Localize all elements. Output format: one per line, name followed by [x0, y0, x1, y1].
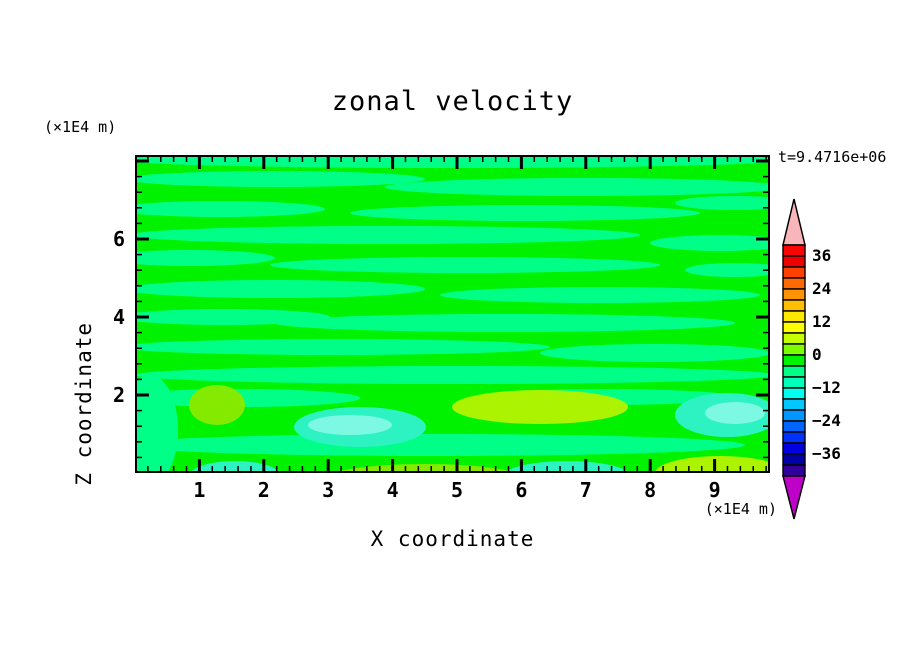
colorbar-under-arrow-icon	[782, 475, 806, 520]
plot-frame	[135, 155, 770, 473]
contour-region	[675, 196, 770, 210]
colorbar-cell	[782, 332, 806, 345]
colorbar-cell	[782, 310, 806, 323]
colorbar-tick-label: 24	[812, 279, 832, 298]
colorbar-cell	[782, 464, 806, 477]
time-annotation: t=9.4716e+06	[778, 148, 887, 166]
colorbar-cell	[782, 376, 806, 389]
colorbar-tick-label: 12	[812, 312, 832, 331]
contour-region	[275, 314, 735, 332]
colorbar-cell	[782, 365, 806, 378]
contour-region	[135, 366, 770, 384]
colorbar-cell	[782, 431, 806, 444]
colorbar-cell	[782, 387, 806, 400]
y-tick-label: 6	[112, 227, 125, 251]
colorbar-over-arrow-icon	[782, 198, 806, 246]
colorbar-cell	[782, 453, 806, 466]
contour-region	[135, 250, 275, 266]
colorbar	[782, 198, 806, 520]
x-tick-label: 1	[193, 478, 206, 502]
colorbar-cell	[782, 288, 806, 301]
contour-region	[655, 456, 770, 473]
contour-region	[189, 385, 245, 425]
colorbar-cell	[782, 354, 806, 367]
plot-title: zonal velocity	[331, 86, 574, 117]
colorbar-tick-label: −24	[812, 411, 841, 430]
x-axis-label: X coordinate	[370, 527, 535, 551]
colorbar-tick-label: 0	[812, 345, 822, 364]
x-tick-label: 6	[515, 478, 528, 502]
contour-region	[452, 390, 628, 424]
contour-region	[685, 263, 770, 277]
colorbar-cell	[782, 277, 806, 290]
contour-region	[135, 226, 640, 244]
contour-region	[650, 235, 770, 251]
colorbar-cell	[782, 409, 806, 422]
colorbar-tick-label: −12	[812, 378, 841, 397]
x-axis-unit-label: (×1E4 m)	[704, 500, 777, 518]
contour-region	[705, 402, 765, 424]
y-axis-unit-label: (×1E4 m)	[44, 118, 117, 136]
contour-region	[505, 461, 629, 473]
contour-region	[350, 205, 700, 221]
x-tick-label: 8	[644, 478, 657, 502]
contour-region	[135, 434, 745, 456]
colorbar-cell	[782, 420, 806, 433]
x-tick-label: 5	[450, 478, 464, 502]
x-tick-label: 9	[708, 478, 721, 502]
colorbar-cell	[782, 321, 806, 334]
x-tick-label: 4	[386, 478, 399, 502]
contour-region	[135, 280, 425, 298]
x-tick-label: 2	[257, 478, 270, 502]
x-tick-label: 7	[579, 478, 592, 502]
contour-regions	[135, 155, 770, 473]
contour-region	[135, 171, 425, 187]
contour-region	[440, 287, 760, 303]
contour-region	[308, 415, 392, 435]
contour-region	[135, 201, 325, 217]
contour-region	[135, 339, 550, 355]
colorbar-cell	[782, 442, 806, 455]
colorbar-tick-label: 36	[812, 246, 832, 265]
colorbar-cell	[782, 255, 806, 268]
contour-region	[385, 178, 770, 196]
colorbar-cell	[782, 266, 806, 279]
contour-region	[270, 257, 660, 273]
colorbar-cell	[782, 398, 806, 411]
colorbar-cells	[782, 244, 806, 477]
colorbar-cell	[782, 343, 806, 356]
contour-region	[540, 344, 770, 362]
colorbar-cell	[782, 244, 806, 257]
colorbar-tick-label: −36	[812, 444, 841, 463]
y-axis-label-text: Z coordinate	[72, 322, 96, 486]
colorbar-cell	[782, 299, 806, 312]
contour-plot	[135, 155, 770, 473]
x-tick-label: 3	[322, 478, 335, 502]
y-tick-label: 2	[112, 383, 125, 407]
y-tick-label: 4	[112, 305, 125, 329]
